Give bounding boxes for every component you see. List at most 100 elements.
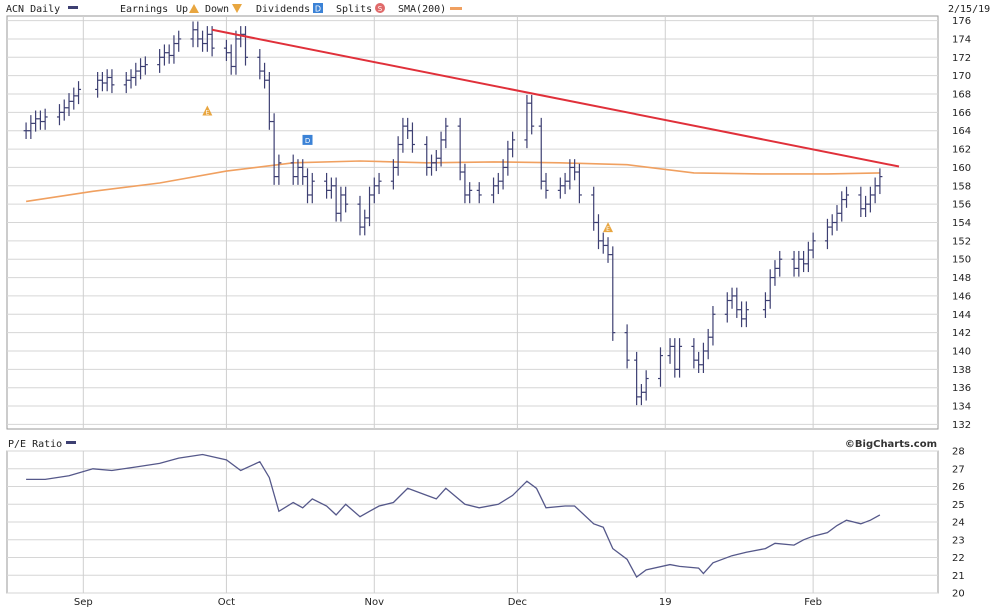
price-bar: [166, 44, 172, 64]
x-tick-label: Oct: [218, 597, 235, 608]
earnings-marker-shape: [202, 105, 213, 116]
x-tick-label: Sep: [74, 597, 93, 608]
earnings-marker-label: E: [205, 110, 209, 117]
price-bar: [142, 56, 148, 75]
price-bar: [333, 177, 339, 222]
price-bar: [71, 87, 77, 110]
price-bar: [305, 168, 311, 204]
price-bar: [23, 122, 29, 139]
price-y-tick: 174: [952, 34, 971, 45]
price-bar: [762, 292, 768, 318]
split-icon: S: [375, 3, 385, 13]
price-bar: [724, 292, 730, 323]
price-y-tick: 176: [952, 16, 971, 27]
price-y-tick: 138: [952, 365, 971, 376]
sma-swatch: [450, 7, 462, 10]
price-bar: [543, 172, 549, 199]
price-bar: [634, 351, 640, 406]
price-bar: [343, 186, 349, 213]
price-bar: [801, 250, 807, 273]
price-bar: [37, 110, 43, 130]
price-bar: [476, 182, 482, 204]
price-bar: [95, 71, 101, 98]
price-bar: [195, 21, 201, 48]
price-bar: [657, 347, 663, 387]
price-y-tick: 140: [952, 346, 971, 357]
price-bar: [138, 58, 144, 80]
price-bar: [338, 186, 344, 222]
price-bar: [433, 149, 439, 172]
price-bar: [767, 269, 773, 309]
price-bar: [672, 338, 678, 378]
price-bar: [200, 30, 206, 52]
pe-y-tick: 20: [952, 589, 965, 600]
price-y-tick: 156: [952, 200, 971, 211]
pe-ratio-line: [26, 453, 881, 578]
pe-y-tick: 25: [952, 500, 965, 511]
price-y-tick: 170: [952, 71, 971, 82]
pe-title: P/E Ratio: [8, 439, 62, 450]
price-bar: [376, 172, 382, 195]
price-bar: [157, 49, 163, 73]
pe-pane: P/E Ratio ©BigCharts.com 202122232425262…: [6, 439, 965, 600]
price-bars: [23, 21, 883, 406]
price-bar: [839, 191, 845, 222]
price-bar: [123, 71, 129, 94]
pe-y-tick: 22: [952, 553, 965, 564]
price-bar: [824, 218, 830, 250]
price-bar: [362, 209, 368, 236]
price-bar: [600, 232, 606, 254]
dividend-marker-shape: [302, 134, 313, 145]
price-y-tick: 168: [952, 90, 971, 101]
price-bar: [66, 93, 72, 117]
dividend-marker-label: D: [305, 137, 310, 145]
earnings-down-icon: [232, 4, 242, 13]
trend-line-segment: [211, 28, 900, 168]
price-bar: [867, 186, 873, 213]
price-bar: [605, 237, 611, 263]
price-bar: [33, 110, 39, 132]
price-bar: [638, 384, 644, 406]
price-bar: [844, 186, 850, 208]
price-bar: [371, 177, 377, 204]
price-bar: [524, 94, 530, 149]
price-bar: [572, 159, 578, 181]
pe-y-tick: 21: [952, 571, 965, 582]
price-bar: [133, 62, 139, 86]
price-bar: [61, 99, 67, 121]
x-tick-label: Feb: [804, 597, 822, 608]
price-bar: [667, 338, 673, 364]
x-tick-label: 19: [659, 597, 672, 608]
price-y-tick: 146: [952, 291, 971, 302]
price-bar: [872, 177, 878, 204]
price-bar: [257, 49, 263, 80]
price-bar: [510, 131, 516, 158]
price-bar: [328, 177, 334, 199]
price-bar: [228, 44, 234, 75]
price-bar: [367, 186, 373, 227]
price-bar: [390, 159, 396, 190]
price-bar: [557, 177, 563, 199]
earnings-marker-icon: E: [202, 105, 213, 117]
price-pane: 132 134 136 138 140 142 144 146 148 150 152 154 156 1…: [6, 15, 971, 431]
price-bar: [204, 26, 210, 52]
price-y-tick: 164: [952, 126, 971, 137]
price-bar: [538, 117, 544, 190]
price-bar: [610, 246, 616, 341]
price-bar: [691, 338, 697, 369]
pe-swatch: [66, 441, 76, 444]
price-bar: [739, 301, 745, 328]
price-bar: [700, 342, 706, 374]
svg-text:D: D: [315, 5, 321, 14]
price-y-tick: 136: [952, 383, 971, 394]
x-axis-labels: Sep Oct Nov Dec 19 Feb: [74, 597, 822, 608]
price-bar: [209, 26, 215, 57]
price-bar: [190, 21, 196, 48]
price-bar: [734, 287, 740, 318]
price-bar: [99, 71, 105, 92]
pe-grid: [7, 450, 938, 594]
earnings-marker-shape: [603, 222, 614, 233]
price-y-tick: 132: [952, 420, 971, 431]
price-bar: [462, 163, 468, 204]
